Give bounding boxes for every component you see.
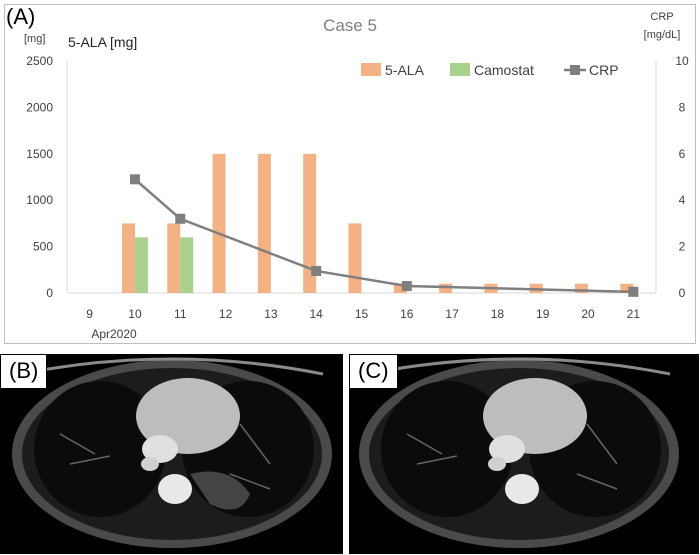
bar-5ala — [575, 283, 589, 293]
crp-point — [175, 213, 186, 224]
legend: 5-ALA Camostat CRP — [361, 62, 619, 78]
left-tick-label: 0 — [46, 286, 53, 300]
chart-title: Case 5 — [323, 16, 377, 35]
bar-5ala — [257, 153, 271, 293]
left-tick-label: 500 — [33, 240, 53, 254]
left-axis-title: 5-ALA [mg] — [68, 34, 137, 50]
crp-point — [628, 286, 639, 297]
bar-5ala — [121, 223, 135, 293]
left-axis-unit: [mg] — [24, 33, 45, 45]
bar-5ala — [212, 153, 226, 293]
ct-scan-image-c — [349, 354, 699, 554]
right-tick-label: 2 — [679, 240, 686, 254]
right-tick-label: 10 — [675, 54, 689, 68]
crp-point — [311, 265, 322, 276]
right-tick-label: 8 — [679, 100, 686, 114]
x-tick-label: 9 — [86, 307, 93, 321]
x-tick-label: 21 — [627, 307, 641, 321]
left-tick-label: 1000 — [26, 193, 53, 207]
x-axis-sublabel: Apr2020 — [91, 327, 137, 341]
right-tick-label: 6 — [679, 147, 686, 161]
bar-5ala — [620, 283, 634, 293]
x-tick-label: 11 — [174, 307, 187, 321]
right-axis-unit-line2: [mg/dL] — [644, 29, 681, 41]
bar-camostat — [180, 237, 194, 293]
left-tick-label: 1500 — [26, 147, 53, 161]
left-tick-label: 2500 — [26, 54, 53, 68]
crp-point — [129, 174, 140, 185]
combo-chart: (A) Case 5 [mg] 5-ALA [mg] CRP [mg/dL] A… — [4, 4, 696, 344]
right-tick-label: 4 — [679, 193, 686, 207]
ct-scan-image-b — [0, 354, 343, 554]
ct-scan-c: (C) — [349, 354, 699, 554]
x-tick-label: 14 — [310, 307, 324, 321]
legend-marker — [570, 65, 580, 75]
bar-camostat — [134, 237, 148, 293]
x-tick-label: 17 — [445, 307, 459, 321]
legend-label: 5-ALA — [385, 62, 425, 78]
plot-area: 0 500 1000 1500 2000 2500 0 2 4 6 8 10 9 10 11 12 13 14 15… — [26, 54, 689, 321]
bar-5ala — [393, 283, 407, 293]
x-tick-label: 15 — [355, 307, 369, 321]
panel-label-b: (B) — [0, 354, 48, 389]
right-tick-label: 0 — [679, 286, 686, 300]
left-tick-label: 2000 — [26, 100, 53, 114]
chart-panel: (A) Case 5 [mg] 5-ALA [mg] CRP [mg/dL] A… — [4, 4, 696, 344]
x-tick-label: 13 — [264, 307, 278, 321]
legend-label: CRP — [589, 62, 619, 78]
x-tick-label: 18 — [491, 307, 505, 321]
panel-label-c: (C) — [349, 354, 398, 389]
bar-5ala — [439, 283, 453, 293]
x-tick-label: 12 — [219, 307, 233, 321]
bar-5ala — [348, 223, 362, 293]
x-tick-label: 19 — [536, 307, 550, 321]
legend-label: Camostat — [474, 62, 534, 78]
right-axis-unit-line1: CRP — [650, 11, 673, 23]
bar-5ala — [303, 153, 317, 293]
ct-scan-b: (B) — [0, 354, 343, 554]
x-tick-label: 16 — [400, 307, 414, 321]
x-tick-label: 20 — [581, 307, 595, 321]
legend-swatch — [361, 63, 381, 76]
panel-label-a: (A) — [6, 4, 35, 29]
bar-5ala — [167, 223, 181, 293]
x-tick-label: 10 — [128, 307, 142, 321]
legend-swatch — [450, 63, 470, 76]
crp-point — [401, 281, 412, 292]
